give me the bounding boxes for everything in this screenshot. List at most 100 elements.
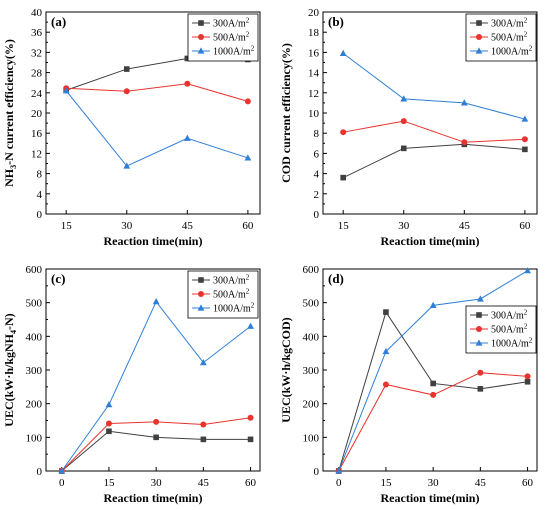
y-tick-label: 16: [31, 128, 43, 140]
data-point: [429, 301, 437, 308]
data-point: [476, 295, 484, 302]
data-point: [477, 386, 484, 392]
panel-c: 0 100 200 300 400 500 600 0 15 30 45 60 300A/m2500A/…: [2, 264, 261, 505]
y-axis-title: COD current efficiency(%): [279, 43, 293, 183]
y-tick-label: 10: [308, 108, 320, 120]
series-line-2: [338, 270, 528, 472]
y-tick-label: 24: [31, 88, 43, 100]
panel-label: (a): [51, 14, 66, 29]
data-point: [58, 467, 66, 474]
data-point: [400, 95, 408, 102]
legend-label: 500A/m2: [213, 288, 250, 301]
x-axis-title: Reaction time(min): [381, 491, 480, 505]
x-tick-label: 60: [245, 477, 257, 489]
y-tick-label: 4: [314, 169, 320, 181]
data-point: [382, 381, 389, 388]
data-point: [430, 391, 437, 398]
y-tick-label: 2: [314, 189, 320, 201]
data-point: [153, 418, 160, 425]
series-line-2: [342, 53, 526, 120]
data-point: [400, 145, 407, 152]
data-point: [524, 267, 531, 274]
legend-label: 300A/m2: [213, 274, 250, 287]
data-point: [106, 428, 112, 435]
series-line-1: [66, 83, 249, 102]
data-point: [521, 136, 528, 143]
legend-swatch-marker: [475, 47, 483, 54]
y-tick-label: 0: [314, 466, 320, 478]
data-point: [123, 162, 131, 169]
x-tick-label: 45: [198, 477, 210, 489]
series-line-2: [65, 90, 249, 167]
data-point: [184, 80, 191, 87]
y-tick-label: 16: [308, 47, 320, 59]
y-tick-label: 12: [31, 148, 42, 160]
legend-swatch-marker: [476, 34, 482, 40]
data-point: [200, 436, 207, 443]
series-line-0: [66, 57, 248, 91]
x-tick-label: 60: [522, 477, 534, 489]
data-point: [339, 49, 347, 57]
x-axis-title: Reaction time(min): [104, 234, 203, 248]
data-point: [382, 347, 390, 355]
x-tick-label: 60: [242, 220, 254, 232]
data-point: [247, 322, 254, 329]
x-tick-label: 30: [151, 477, 163, 489]
legend-label: 300A/m2: [491, 17, 528, 30]
y-tick-label: 100: [303, 432, 320, 444]
y-tick-label: 8: [314, 128, 320, 140]
series-line-2: [61, 300, 251, 472]
data-point: [335, 467, 343, 474]
y-tick-label: 400: [303, 331, 320, 343]
panel-label: (d): [328, 271, 344, 286]
legend-swatch-marker: [198, 291, 204, 297]
legend-swatch-marker: [476, 20, 482, 26]
data-point: [105, 401, 113, 408]
y-tick-label: 8: [37, 169, 43, 181]
y-tick-label: 600: [26, 264, 43, 276]
data-point: [200, 421, 207, 428]
data-point: [105, 420, 112, 427]
y-tick-label: 0: [37, 209, 43, 221]
data-point: [153, 434, 159, 441]
y-tick-label: 0: [37, 466, 43, 478]
data-point: [123, 66, 130, 72]
data-point: [522, 146, 528, 153]
y-tick-label: 600: [303, 264, 320, 276]
data-point: [524, 373, 531, 380]
x-tick-label: 15: [61, 220, 73, 232]
legend-label: 1000A/m2: [213, 302, 255, 315]
legend-swatch-marker: [198, 20, 204, 26]
panel-b: 0 2 4 6 8 10 12 14 16 18 20 15 30 45 60 300A/m2500A/m21…: [279, 7, 538, 248]
legend-label: 500A/m2: [491, 323, 528, 336]
data-point: [199, 358, 207, 366]
x-tick-label: 30: [428, 477, 440, 489]
y-tick-label: 200: [303, 399, 320, 411]
x-tick-label: 45: [182, 220, 194, 232]
y-tick-label: 500: [26, 298, 43, 310]
data-point: [524, 378, 531, 385]
data-point: [521, 115, 529, 122]
x-tick-label: 45: [475, 477, 487, 489]
panel-label: (b): [328, 14, 344, 29]
data-point: [183, 134, 191, 141]
data-point: [123, 88, 130, 95]
legend-swatch-marker: [197, 304, 205, 311]
y-tick-label: 20: [308, 7, 320, 19]
legend-label: 1000A/m2: [491, 337, 533, 350]
x-tick-label: 15: [338, 220, 350, 232]
y-tick-label: 200: [26, 399, 43, 411]
y-tick-label: 40: [31, 7, 43, 19]
panel-label: (c): [51, 271, 65, 286]
x-tick-label: 45: [459, 220, 471, 232]
legend-swatch-marker: [476, 312, 482, 318]
legend-label: 1000A/m2: [491, 45, 533, 58]
data-point: [62, 87, 70, 94]
series-line-1: [343, 120, 525, 143]
panel-d: 0 100 200 300 400 500 600 0 15 30 45 60 300A/m2500A/…: [279, 264, 538, 505]
